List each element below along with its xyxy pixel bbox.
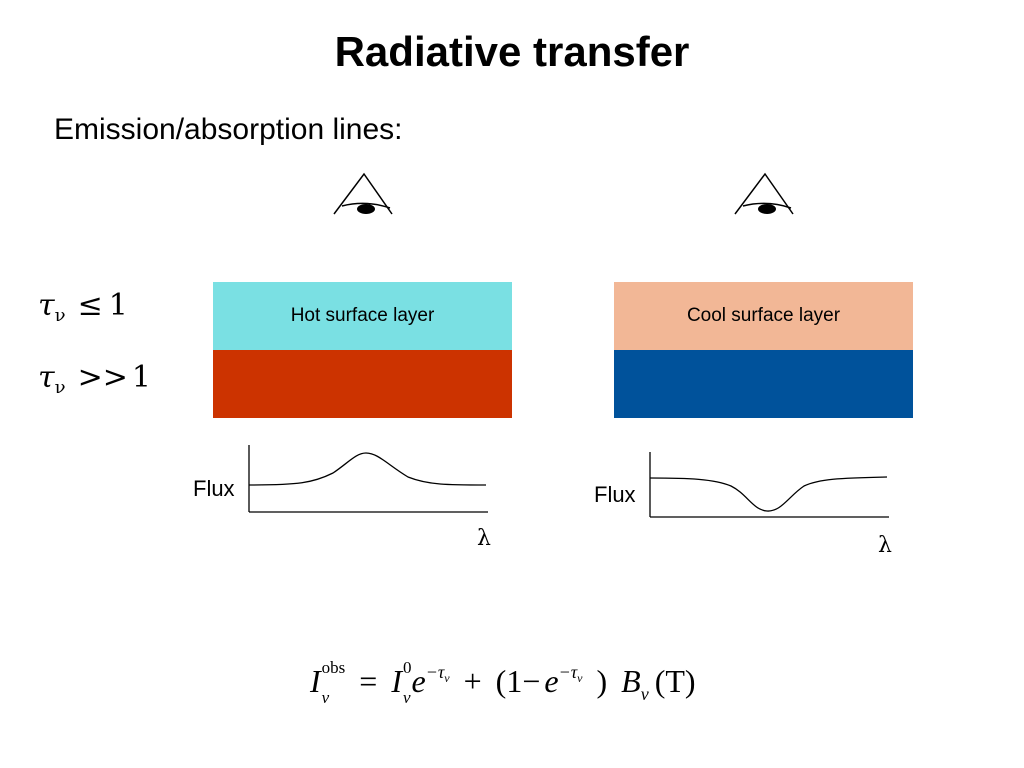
observer-eye-icon bbox=[333, 172, 393, 215]
flux-axis-label: Flux bbox=[594, 482, 636, 507]
hot-surface-layer: Hot surface layer bbox=[213, 282, 512, 350]
absorption-line-profile bbox=[649, 476, 888, 512]
deep-layer-hot bbox=[213, 350, 512, 418]
absorption-line-plot bbox=[649, 452, 889, 518]
flux-axis-label: Flux bbox=[193, 476, 235, 501]
wavelength-axis-label: λ bbox=[477, 526, 491, 551]
slide-title: Radiative transfer bbox=[334, 28, 690, 75]
wavelength-axis-label: λ bbox=[878, 533, 892, 558]
optically-thick-label: τν >> 1 bbox=[38, 360, 151, 398]
deep-layer-cool bbox=[614, 350, 913, 418]
emission-line-profile bbox=[248, 452, 487, 486]
slide-subtitle: Emission/absorption lines: bbox=[54, 113, 403, 146]
emission-line-plot bbox=[248, 445, 488, 513]
optically-thin-label: τν ≤1 bbox=[38, 288, 128, 326]
cool-surface-layer: Cool surface layer bbox=[614, 282, 913, 350]
observer-eye-icon bbox=[734, 172, 794, 215]
